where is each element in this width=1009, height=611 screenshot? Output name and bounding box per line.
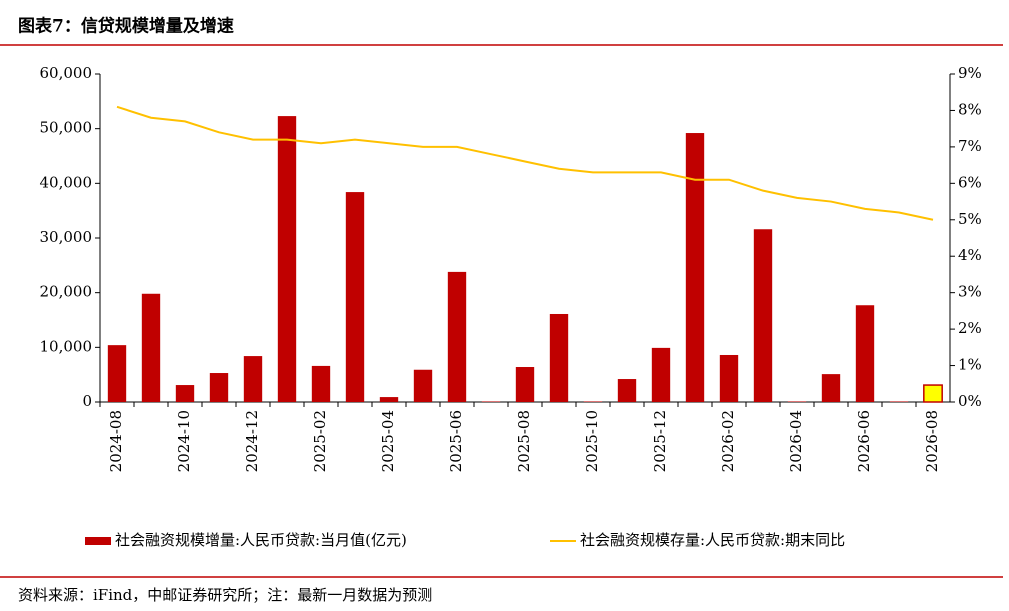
y2-tick-label: 4% — [958, 246, 982, 264]
x-tick-label: 2025-12 — [651, 410, 669, 472]
bar — [447, 271, 467, 402]
x-tick-label: 2025-04 — [379, 410, 397, 472]
bar — [413, 369, 433, 402]
y-tick-label: 60,000 — [40, 64, 93, 82]
bar — [515, 367, 535, 402]
bar — [855, 305, 875, 402]
bar — [481, 401, 501, 402]
bar — [821, 374, 841, 402]
y2-tick-label: 0% — [958, 392, 982, 410]
y-tick-label: 10,000 — [40, 337, 93, 355]
y-tick-label: 0 — [82, 392, 92, 410]
y2-tick-label: 1% — [958, 356, 982, 374]
x-tick-label: 2024-08 — [107, 410, 125, 472]
y2-tick-label: 6% — [958, 173, 982, 191]
bar — [175, 385, 195, 402]
bar — [583, 401, 603, 402]
y2-tick-label: 8% — [958, 100, 982, 118]
bar — [719, 354, 739, 402]
bar — [889, 401, 909, 402]
header-title: 图表7：信贷规模增量及增速 — [18, 16, 234, 37]
bar — [277, 116, 297, 403]
bar — [651, 347, 671, 402]
x-tick-label: 2024-12 — [243, 410, 261, 472]
x-tick-label: 2025-08 — [515, 410, 533, 472]
bar — [787, 401, 807, 402]
y-tick-label: 20,000 — [40, 283, 93, 301]
bar — [549, 313, 569, 402]
bar — [311, 365, 331, 402]
x-tick-label: 2025-02 — [311, 410, 329, 472]
legend-label: 社会融资规模存量:人民币贷款:期末同比 — [580, 531, 845, 549]
legend-label: 社会融资规模增量:人民币贷款:当月值(亿元) — [115, 531, 407, 549]
x-tick-label: 2026-08 — [923, 410, 941, 472]
x-tick-label: 2024-10 — [175, 410, 193, 472]
bar — [923, 384, 943, 403]
bar — [617, 379, 637, 402]
y-tick-label: 50,000 — [40, 119, 93, 137]
line — [116, 105, 934, 221]
bar — [379, 397, 399, 402]
footer-source: 资料来源：iFind，中邮证券研究所；注：最新一月数据为预测 — [18, 586, 432, 604]
x-tick-label: 2026-06 — [855, 410, 873, 472]
bar — [107, 345, 127, 402]
bar — [685, 133, 705, 403]
legend-swatch — [85, 537, 111, 545]
y-tick-label: 40,000 — [40, 173, 93, 191]
y2-tick-label: 5% — [958, 210, 982, 228]
y-tick-label: 30,000 — [40, 228, 93, 246]
x-tick-label: 2025-06 — [447, 410, 465, 472]
bar — [141, 293, 161, 402]
bar — [345, 192, 365, 402]
y2-tick-label: 2% — [958, 319, 982, 337]
x-tick-label: 2025-10 — [583, 410, 601, 472]
y2-tick-label: 7% — [958, 137, 982, 155]
bar — [243, 356, 263, 402]
x-tick-label: 2026-02 — [719, 410, 737, 472]
bar — [209, 373, 229, 402]
y2-tick-label: 9% — [958, 64, 982, 82]
y2-tick-label: 3% — [958, 283, 982, 301]
x-tick-label: 2026-04 — [787, 410, 805, 472]
bar — [753, 229, 773, 402]
